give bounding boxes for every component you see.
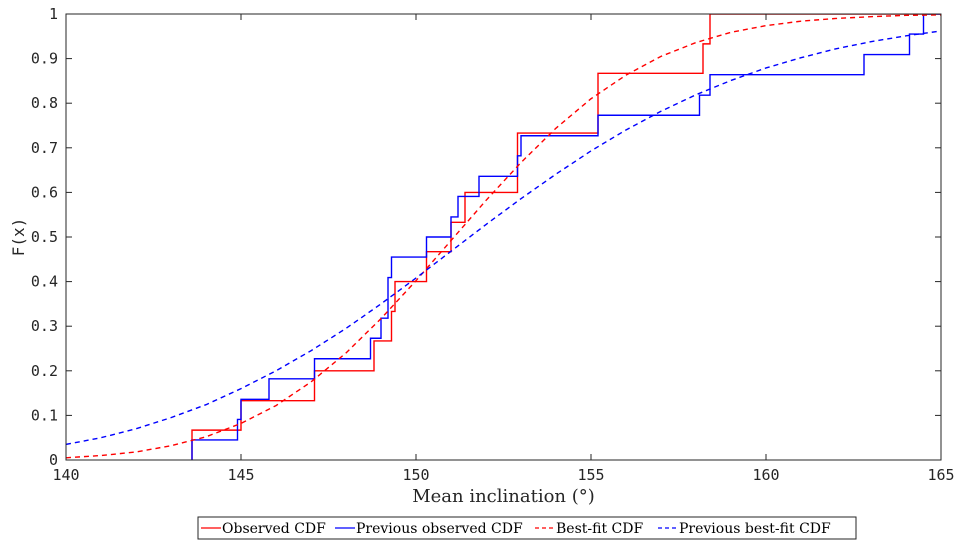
x-tick-label: 160	[752, 466, 779, 484]
y-tick-label: 0	[49, 451, 58, 469]
y-tick-label: 0.8	[31, 94, 58, 112]
y-tick-label: 0.3	[31, 317, 58, 335]
plot-area	[66, 14, 941, 460]
legend-label-previous-observed-cdf: Previous observed CDF	[356, 521, 523, 537]
x-tick-label: 165	[927, 466, 954, 484]
series-line-previous-observed-cdf	[191, 14, 941, 460]
y-tick-label: 1	[49, 5, 58, 23]
series-line-best-fit-cdf	[66, 14, 941, 459]
y-tick-label: 0.4	[31, 273, 58, 291]
x-tick-label: 145	[227, 466, 254, 484]
x-axis-title: Mean inclination (°)	[412, 486, 595, 507]
y-tick-label: 0.6	[31, 183, 58, 201]
y-axis-title: F(x)	[9, 218, 28, 257]
y-tick-label: 0.2	[31, 362, 58, 380]
legend-label-previous-best-fit-cdf: Previous best-fit CDF	[679, 521, 831, 537]
x-tick-label: 155	[577, 466, 604, 484]
ticks-layer: 140 145 150 155 160 165 0 0.1 0.2 0.3 0.4 0.5 0.6 0.7…	[31, 5, 955, 484]
legend: Observed CDF Previous observed CDF Best-…	[197, 516, 857, 540]
x-tick-label: 140	[52, 466, 79, 484]
y-tick-label: 0.9	[31, 50, 58, 68]
series-line-previous-best-fit-cdf	[66, 30, 941, 446]
y-tick-label: 0.5	[31, 228, 58, 246]
x-tick-label: 150	[402, 466, 429, 484]
y-tick-label: 0.1	[31, 406, 58, 424]
legend-box	[197, 516, 857, 540]
y-tick-label: 0.7	[31, 139, 58, 157]
series-layer	[66, 14, 941, 460]
legend-label-observed-cdf: Observed CDF	[222, 521, 326, 537]
legend-label-best-fit-cdf: Best-fit CDF	[556, 521, 643, 537]
